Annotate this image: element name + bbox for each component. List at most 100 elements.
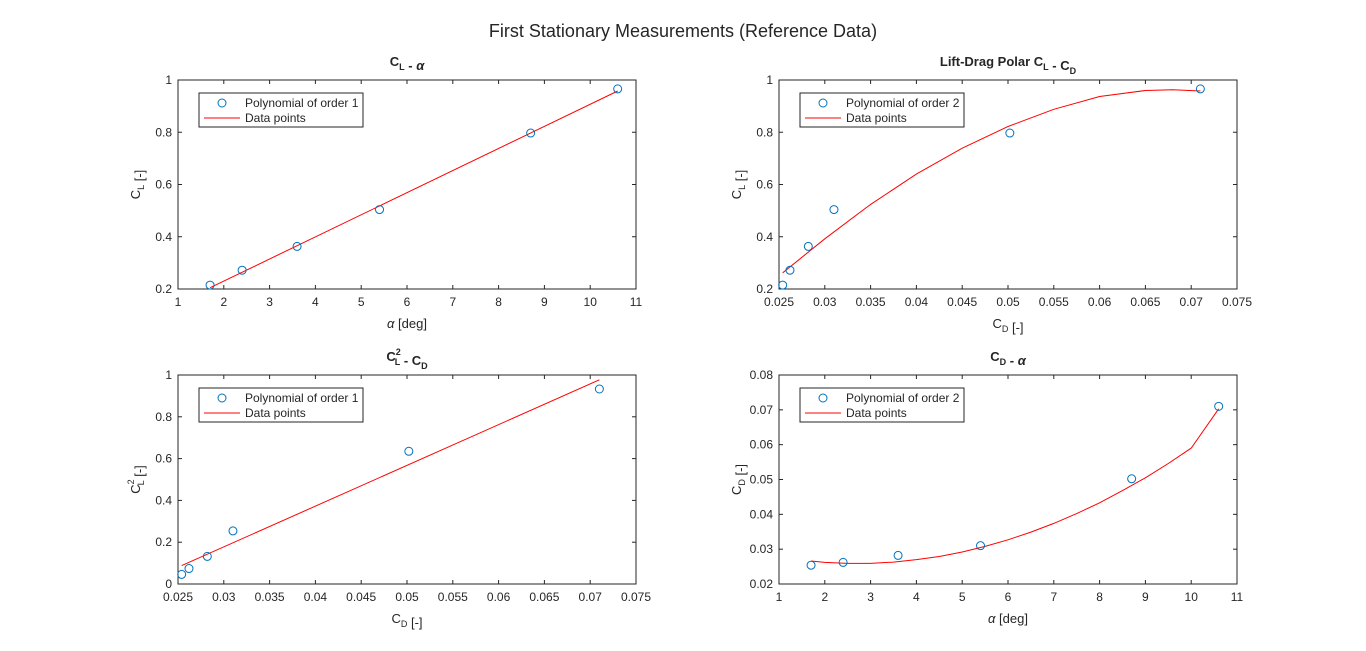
x-tick-label: 0.05 bbox=[996, 295, 1020, 309]
y-tick-label: 0 bbox=[165, 577, 172, 591]
x-tick-label: 5 bbox=[959, 590, 966, 604]
data-point-5 bbox=[1127, 474, 1137, 484]
x-axis-label: α [deg] bbox=[387, 316, 427, 331]
x-tick-label: 0.035 bbox=[255, 590, 285, 604]
legend-entry-2: Data points bbox=[846, 111, 907, 125]
x-tick-label: 0.065 bbox=[529, 590, 559, 604]
fit-line bbox=[181, 379, 600, 567]
data-point-6 bbox=[1214, 401, 1224, 411]
data-point-2 bbox=[184, 564, 194, 574]
subplot-title: CD - α bbox=[990, 349, 1026, 368]
x-tick-label: 2 bbox=[220, 295, 227, 309]
x-tick-label: 7 bbox=[449, 295, 456, 309]
x-tick-label: 0.055 bbox=[438, 590, 468, 604]
x-tick-label: 0.065 bbox=[1130, 295, 1160, 309]
y-axis-label: C2L [-] bbox=[126, 465, 147, 494]
legend-box bbox=[799, 92, 965, 128]
y-axis-label: CL [-] bbox=[729, 170, 748, 200]
x-tick-label: 9 bbox=[1142, 590, 1149, 604]
subplot-4: 1 2 3 4 5 6 7 8 9 10 11 0.02 0.03 0.04 0.05 0.06 0.07 0.0… bbox=[729, 349, 1244, 626]
x-tick-label: 3 bbox=[266, 295, 273, 309]
x-tick-label: 0.035 bbox=[856, 295, 886, 309]
x-tick-label: 10 bbox=[584, 295, 598, 309]
y-tick-label: 0.8 bbox=[155, 125, 172, 139]
subplot-1: 1 2 3 4 5 6 7 8 9 10 11 0.2 0.4 0.6 0.8 1 CL - α α [deg] C… bbox=[128, 54, 643, 331]
x-tick-label: 0.05 bbox=[395, 590, 419, 604]
legend-marker-icon bbox=[217, 98, 227, 108]
data-point-4 bbox=[375, 205, 385, 215]
y-tick-label: 1 bbox=[766, 73, 773, 87]
y-tick-label: 0.08 bbox=[750, 368, 774, 382]
data-point-6 bbox=[1195, 84, 1205, 94]
x-tick-label: 0.06 bbox=[487, 590, 511, 604]
x-tick-label: 0.04 bbox=[304, 590, 328, 604]
x-tick-label: 11 bbox=[1231, 590, 1244, 604]
data-point-1 bbox=[205, 280, 215, 290]
y-tick-label: 1 bbox=[165, 368, 172, 382]
x-tick-label: 0.045 bbox=[947, 295, 977, 309]
y-tick-label: 0.03 bbox=[750, 542, 774, 556]
y-axis-label: CL [-] bbox=[128, 170, 147, 200]
fit-line bbox=[782, 89, 1201, 274]
data-point-4 bbox=[976, 541, 986, 551]
legend-entry-1: Polynomial of order 1 bbox=[245, 96, 359, 110]
legend-entry-2: Data points bbox=[245, 406, 306, 420]
data-point-3 bbox=[893, 550, 903, 560]
x-tick-label: 10 bbox=[1185, 590, 1199, 604]
subplot-title: Lift-Drag Polar CL - CD bbox=[940, 54, 1077, 76]
data-point-2 bbox=[237, 265, 247, 275]
y-tick-label: 0.04 bbox=[750, 507, 774, 521]
y-tick-label: 0.4 bbox=[756, 230, 773, 244]
legend-box bbox=[799, 387, 965, 423]
data-point-2 bbox=[785, 265, 795, 275]
legend-box bbox=[198, 387, 364, 423]
x-tick-label: 0.04 bbox=[905, 295, 929, 309]
x-tick-label: 5 bbox=[358, 295, 365, 309]
y-tick-label: 0.2 bbox=[155, 535, 172, 549]
data-point-2 bbox=[838, 557, 848, 567]
x-tick-label: 0.025 bbox=[163, 590, 193, 604]
data-point-4 bbox=[228, 526, 238, 536]
x-tick-label: 9 bbox=[541, 295, 548, 309]
y-tick-label: 0.8 bbox=[756, 125, 773, 139]
x-tick-label: 0.075 bbox=[621, 590, 651, 604]
x-tick-label: 0.07 bbox=[1180, 295, 1204, 309]
legend-entry-1: Polynomial of order 2 bbox=[846, 391, 960, 405]
y-tick-label: 1 bbox=[165, 73, 172, 87]
x-tick-label: 6 bbox=[404, 295, 411, 309]
x-tick-label: 7 bbox=[1050, 590, 1057, 604]
data-point-5 bbox=[404, 446, 414, 456]
legend-entry-1: Polynomial of order 1 bbox=[245, 391, 359, 405]
x-axis-label: CD [-] bbox=[391, 611, 422, 630]
subplot-2: 0.025 0.03 0.035 0.04 0.045 0.05 0.055 0.06 0.06… bbox=[729, 54, 1252, 335]
y-tick-label: 0.2 bbox=[756, 282, 773, 296]
x-tick-label: 8 bbox=[1096, 590, 1103, 604]
fit-line bbox=[209, 90, 618, 289]
subplot-title: CL - α bbox=[390, 54, 425, 73]
data-point-5 bbox=[526, 128, 536, 138]
data-point-3 bbox=[292, 241, 302, 251]
x-axis-label: CD [-] bbox=[992, 316, 1023, 335]
data-point-3 bbox=[202, 551, 212, 561]
y-tick-label: 0.8 bbox=[155, 410, 172, 424]
figure-title: First Stationary Measurements (Reference… bbox=[489, 21, 877, 41]
x-tick-label: 0.07 bbox=[579, 590, 603, 604]
x-tick-label: 0.025 bbox=[764, 295, 794, 309]
x-tick-label: 2 bbox=[821, 590, 828, 604]
x-tick-label: 0.03 bbox=[212, 590, 236, 604]
y-tick-label: 0.06 bbox=[750, 438, 774, 452]
x-axis-label: α [deg] bbox=[988, 611, 1028, 626]
subplot-title: C2 L - CD bbox=[386, 347, 428, 371]
data-point-1 bbox=[177, 569, 187, 579]
x-tick-label: 3 bbox=[867, 590, 874, 604]
data-point-1 bbox=[806, 560, 816, 570]
legend-box bbox=[198, 92, 364, 128]
y-axis-label: CD [-] bbox=[729, 464, 748, 495]
y-tick-label: 0.4 bbox=[155, 493, 172, 507]
x-tick-label: 6 bbox=[1005, 590, 1012, 604]
y-tick-label: 0.6 bbox=[155, 178, 172, 192]
fit-line bbox=[811, 408, 1220, 564]
